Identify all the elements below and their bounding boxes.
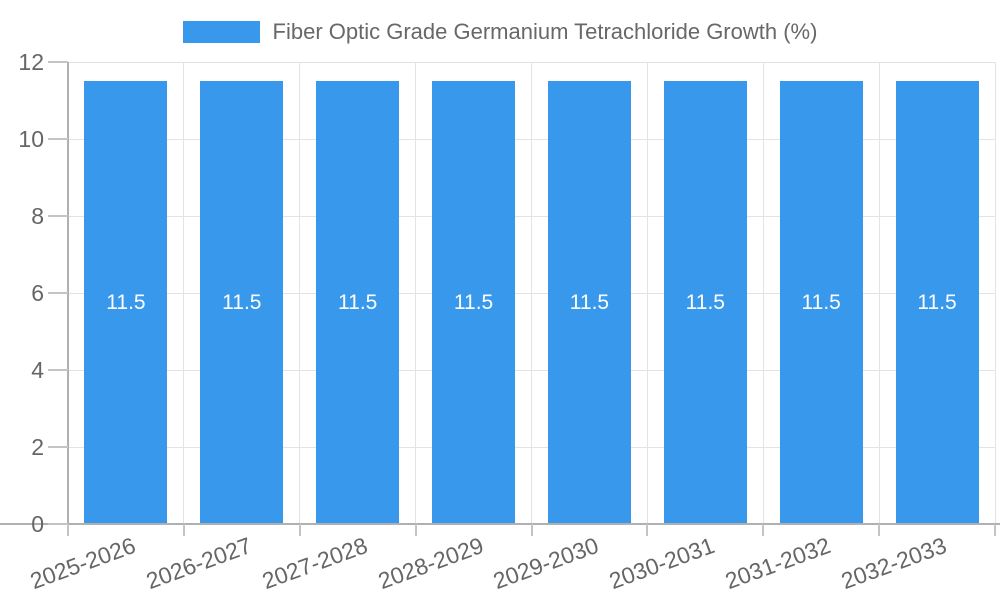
- v-gridline: [762, 62, 764, 524]
- bar-value-label: 11.5: [106, 290, 146, 314]
- y-tick-mark: [48, 138, 68, 140]
- y-tick-label: 0: [31, 511, 44, 537]
- v-gridline: [994, 62, 996, 524]
- bar[interactable]: [779, 81, 863, 524]
- x-tick-label: 2027-2028: [258, 532, 371, 595]
- x-tick-mark: [646, 524, 649, 536]
- v-gridline: [531, 62, 532, 524]
- v-gridline: [415, 62, 417, 524]
- x-tick-mark: [67, 524, 69, 536]
- x-axis-line: [0, 523, 1000, 525]
- bar[interactable]: [895, 81, 979, 524]
- x-tick-mark: [414, 524, 417, 536]
- x-tick-label: 2030-2031: [605, 532, 719, 595]
- y-tick-label: 2: [31, 434, 44, 460]
- x-tick-label: 2028-2029: [374, 532, 487, 595]
- y-tick-label: 6: [31, 280, 44, 306]
- v-gridline: [878, 62, 880, 524]
- y-tick-label: 8: [31, 203, 44, 229]
- bar[interactable]: [547, 81, 631, 524]
- y-axis-line: [67, 62, 69, 536]
- x-tick-mark: [530, 524, 533, 536]
- bar[interactable]: [200, 81, 284, 524]
- bar[interactable]: [84, 81, 168, 524]
- x-tick-label: 2025-2026: [26, 532, 139, 595]
- x-tick-label: 2026-2027: [142, 532, 255, 595]
- x-tick-label: 2031-2032: [721, 532, 835, 595]
- legend-swatch: [182, 21, 260, 43]
- v-gridline: [183, 62, 185, 524]
- x-tick-label: 2032-2033: [837, 532, 950, 595]
- x-tick-mark: [878, 524, 881, 536]
- y-tick-label: 4: [31, 357, 44, 383]
- bar-value-label: 11.5: [222, 290, 262, 314]
- v-gridline: [299, 62, 301, 524]
- bar-value-label: 11.5: [453, 290, 494, 314]
- y-tick-label: 10: [18, 126, 44, 152]
- bar[interactable]: [663, 81, 747, 524]
- x-tick-mark: [182, 524, 185, 536]
- y-tick-mark: [48, 215, 68, 217]
- bar-value-label: 11.5: [801, 290, 841, 314]
- x-tick-mark: [762, 524, 765, 536]
- v-gridline: [646, 62, 648, 524]
- x-tick-mark: [994, 524, 996, 536]
- y-tick-mark: [48, 61, 68, 63]
- bar-value-label: 11.5: [917, 290, 957, 314]
- x-tick-mark: [298, 524, 301, 536]
- bar[interactable]: [316, 81, 400, 524]
- x-tick-label: 2029-2030: [490, 532, 603, 595]
- bar-value-label: 11.5: [685, 290, 725, 314]
- legend[interactable]: Fiber Optic Grade Germanium Tetrachlorid…: [0, 20, 1000, 44]
- y-tick-mark: [48, 369, 68, 371]
- y-tick-label: 12: [18, 49, 44, 75]
- y-tick-mark: [48, 292, 68, 294]
- bar[interactable]: [432, 81, 516, 524]
- bar-value-label: 11.5: [569, 290, 610, 314]
- legend-label: Fiber Optic Grade Germanium Tetrachlorid…: [272, 19, 818, 44]
- y-tick-mark: [48, 523, 68, 525]
- y-tick-mark: [48, 446, 68, 448]
- bar-value-label: 11.5: [338, 290, 378, 314]
